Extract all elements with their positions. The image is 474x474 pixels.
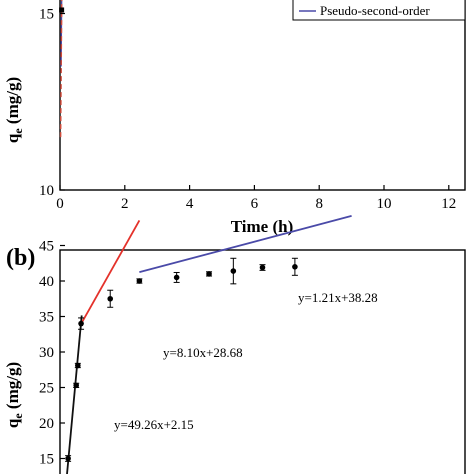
fit-equation-stage-2: y=8.10x+28.68 [163,345,243,360]
panel-a-x-ticks: 0 2 4 6 8 10 12 [56,185,456,212]
panel-a-y-label-unit: (mg/g) [3,77,22,124]
panel-b-label: (b) [6,245,35,271]
panel-b-data-point [259,264,266,271]
panel-b-y-axis-label: qe (mg/g) [3,362,25,428]
panel-b-y-label-q: q [3,418,22,428]
panel-b-data-point [75,362,81,369]
panel-b-points [65,257,298,462]
panel-b-data-point [136,278,143,284]
panel-b-fit-lines [66,215,352,474]
panel-b-data-point [173,274,180,281]
panel-b-y-tick-label: 25 [39,381,54,397]
panel-a-data-point [59,7,65,13]
panel-b-y-tick-label: 45 [39,239,54,255]
panel-b-fit-line-1 [66,315,83,474]
panel-b-data-point [230,268,237,274]
panel-b-fit-line-2 [80,220,141,324]
panel-a-y-label-sub: e [11,128,25,134]
legend-box [292,0,466,21]
panel-b-y-tick-label: 35 [39,310,54,326]
panel-a-plot-frame [59,0,466,191]
panel-a-x-tick-label: 0 [56,196,64,212]
fit-equation-stage-3: y=1.21x+38.28 [298,290,378,305]
panel-b-fit-line-3 [139,215,352,274]
panel-a-x-axis-label: Time (h) [231,217,294,236]
panel-a-points [59,7,65,13]
panel-b-y-tick-label: 30 [39,345,54,361]
legend-entry-pso: Pseudo-second-order [320,3,430,18]
panel-a-x-tick-label: 2 [121,196,129,212]
panel-b-y-ticks: 15 20 25 30 35 40 45 [39,239,65,468]
panel-a-x-tick-label: 8 [315,196,323,212]
panel-b-data-point [65,455,71,462]
panel-a-y-tick-label: 10 [39,183,54,199]
panel-b-data-point [78,320,84,327]
panel-a-y-tick-label: 15 [39,7,54,23]
panel-b-data-point [107,295,114,302]
panel-a-legend: Pseudo-second-order [292,0,466,21]
panel-b-y-tick-label: 20 [39,416,54,432]
panel-a-series [59,0,63,138]
panel-a-y-axis-label: qe (mg/g) [3,77,25,143]
panel-b: (b) 15 20 25 30 35 40 45 y=49.26x+2.15 y=8.10x… [3,215,466,474]
panel-b-y-label-unit: (mg/g) [3,362,22,409]
panel-b-y-tick-label: 40 [39,274,54,290]
fit-equation-stage-1: y=49.26x+2.15 [114,417,194,432]
panel-a-x-tick-label: 4 [186,196,194,212]
panel-b-y-label-sub: e [11,413,25,419]
panel-b-plot-frame [59,249,466,474]
panel-a-y-ticks: 1015202530 [39,7,65,199]
panel-b-y-tick-label: 15 [39,452,54,468]
panel-a-series-dashed-fit [59,0,63,138]
panel-b-data-point [292,264,298,270]
panel-a-x-tick-label: 10 [377,196,392,212]
panel-a-x-tick-label: 6 [251,196,259,212]
panel-a-x-tick-label: 12 [441,196,456,212]
panel-b-data-point [73,382,79,389]
panel-b-data-point [206,271,212,277]
panel-a-y-label-q: q [3,133,22,143]
